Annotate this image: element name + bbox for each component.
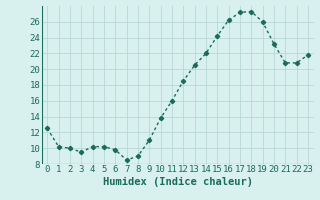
X-axis label: Humidex (Indice chaleur): Humidex (Indice chaleur) (103, 177, 252, 187)
